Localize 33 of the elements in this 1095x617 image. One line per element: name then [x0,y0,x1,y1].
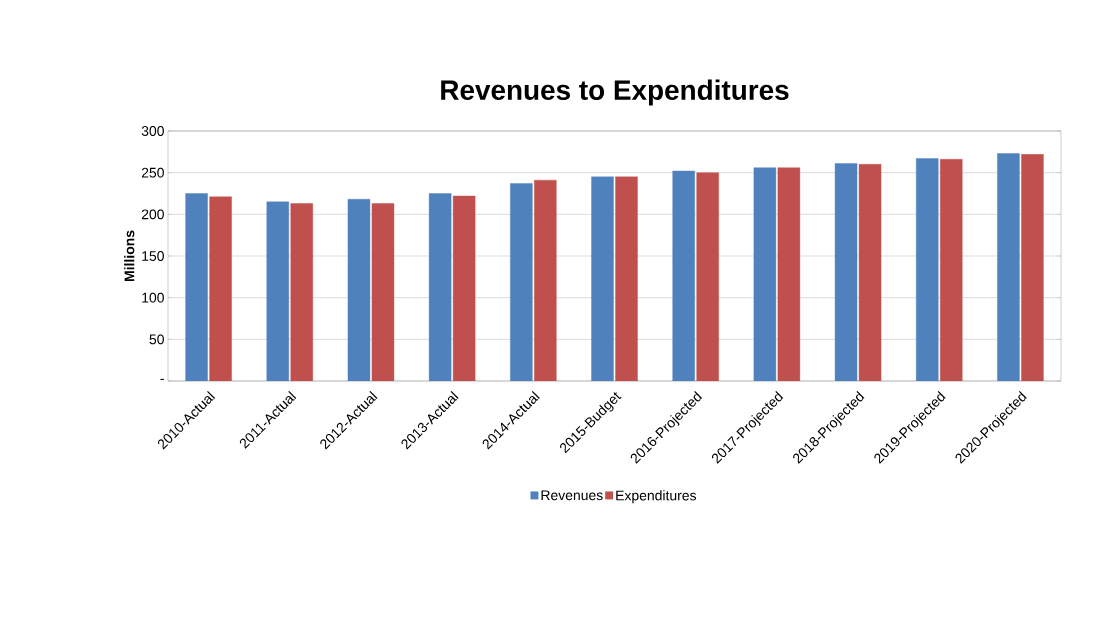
y-axis-title: Millions [124,230,135,282]
bar [615,176,638,381]
y-tick-label: 100 [142,292,164,303]
bar [1021,154,1044,381]
bar [672,170,695,381]
chart-title: Revenues to Expenditures [441,79,789,106]
bar [510,183,533,381]
bar [290,203,313,381]
y-tick-label: 200 [141,209,164,220]
y-tick-label: - [160,378,164,380]
bar [777,167,801,381]
bar [753,167,777,381]
y-tick-label: 300 [141,126,164,136]
bar [940,159,963,381]
y-tick-label: 50 [149,334,164,345]
bar [452,195,476,381]
bar [347,199,371,381]
bar [428,193,452,381]
y-tick-label: 250 [141,167,164,178]
bar [209,196,232,381]
bar [591,176,614,381]
y-tick-label: 150 [142,251,164,261]
bar [534,179,557,381]
legend-label: Expenditures [616,490,697,504]
bar [858,164,882,381]
bar [997,153,1020,381]
bar [266,201,289,381]
bar [185,193,208,381]
bar [834,163,858,381]
bar [371,203,395,381]
legend-label: Revenues [541,490,603,501]
bar [696,172,719,381]
bar [916,158,939,381]
